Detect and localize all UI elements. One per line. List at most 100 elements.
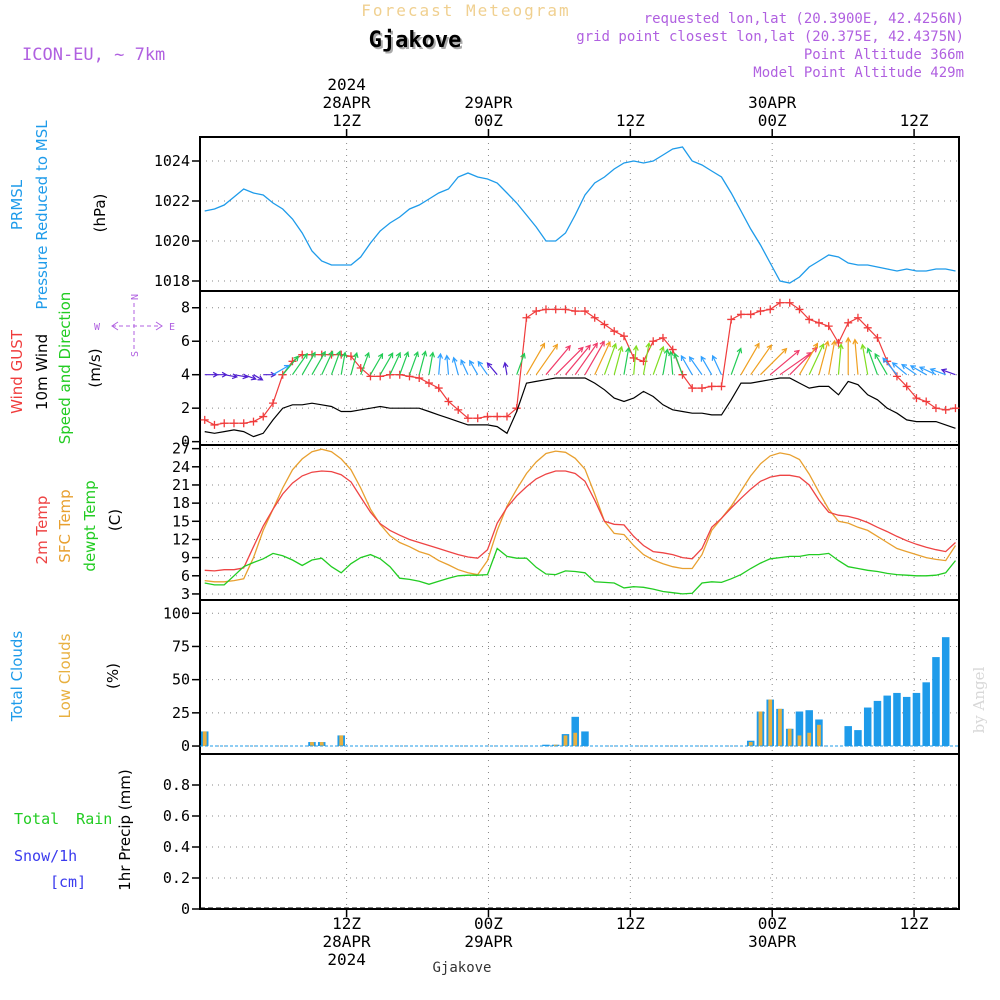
gust-marker	[580, 307, 589, 316]
x-tick-label: 28APR	[323, 932, 372, 951]
wind-direction-arrow-icon	[837, 343, 844, 375]
wind-direction-arrow-icon	[808, 343, 825, 375]
total-clouds-bar	[941, 637, 950, 747]
x-tick-label: 00Z	[758, 914, 787, 933]
gust-marker	[649, 337, 658, 346]
wind-direction-arrow-icon	[740, 342, 760, 375]
temp-unit: (C)	[106, 509, 124, 531]
wind-direction-arrow-icon	[477, 360, 488, 376]
y-tick-label: 9	[181, 549, 190, 567]
gust-marker	[434, 384, 443, 393]
compass-south-label: S	[130, 351, 141, 357]
y-tick-label: 25	[172, 704, 190, 722]
grid-point-coordinates: grid point closest lon,lat (20.375E, 42.…	[576, 29, 964, 45]
gust-marker	[444, 397, 453, 406]
y-tick-label: 27	[172, 440, 190, 458]
wind-direction-arrow-icon	[360, 351, 371, 375]
gust-marker	[775, 298, 784, 307]
wind-direction-arrow-icon	[272, 364, 290, 376]
total-clouds-bar	[542, 744, 550, 747]
wind-direction-arrow-icon	[379, 352, 394, 375]
wind-direction-arrow-icon	[642, 341, 652, 375]
gust-marker	[415, 374, 424, 383]
series-line-2m-temp	[204, 470, 956, 572]
gust-marker	[688, 384, 697, 393]
wind-direction-arrow-icon	[688, 355, 703, 376]
wind-10m-label: 10m Wind	[33, 334, 51, 410]
top-time-axis: 202428APR12Z29APR00Z12Z30APR00Z12Z1MAY00…	[323, 75, 929, 137]
low-clouds-bar	[748, 742, 753, 747]
snow-unit-label: [cm]	[50, 873, 86, 891]
gust-marker	[746, 310, 755, 319]
gust-marker	[619, 332, 628, 341]
wind-speed-direction-label: Speed and Direction	[56, 292, 74, 445]
low-clouds-bar	[797, 735, 802, 747]
wind-direction-arrow-icon	[399, 350, 410, 375]
wind-direction-arrow-icon	[860, 343, 869, 375]
series-line-prmsl	[204, 146, 956, 284]
wind-direction-arrow-icon	[330, 350, 342, 375]
clouds-panel: 0 25 50 75 100	[163, 599, 960, 755]
wind-direction-arrow-icon	[680, 354, 693, 375]
gust-marker	[785, 298, 794, 307]
y-tick-label: 100	[163, 604, 190, 622]
pressure-label-prmsl: PRMSL	[8, 179, 26, 230]
compass-west-label: W	[94, 322, 101, 333]
x-tick-label: 30APR	[748, 93, 797, 112]
wind-direction-arrow-icon	[565, 344, 591, 376]
gust-marker	[658, 333, 667, 342]
bottom-time-axis: 12Z28APR202400Z29APR12Z00Z30APR12Z00Z1MA…	[323, 909, 929, 969]
wind-direction-arrow-icon	[291, 352, 308, 376]
y-tick-label: 0	[181, 737, 190, 755]
low-clouds-bar	[553, 744, 558, 747]
wind-direction-arrow-icon	[311, 350, 326, 375]
gust-marker	[795, 305, 804, 314]
y-tick-label: 1024	[154, 152, 190, 170]
precip-unit: 1hr Precip (mm)	[116, 769, 134, 890]
y-tick-label: 0.8	[163, 776, 190, 794]
wind-direction-arrow-icon	[437, 352, 444, 375]
wind-direction-arrow-icon	[828, 339, 837, 375]
y-tick-label: 1018	[154, 272, 190, 290]
gust-marker	[239, 419, 248, 428]
wind-direction-arrow-icon	[594, 340, 611, 375]
gust-marker	[522, 313, 531, 322]
wind-direction-arrow-icon	[502, 361, 509, 375]
wind-direction-arrow-icon	[818, 340, 830, 375]
y-tick-label: 12	[172, 530, 190, 548]
wind-direction-arrow-icon	[535, 343, 559, 376]
wind-direction-arrow-icon	[769, 349, 800, 376]
y-tick-label: 0	[181, 900, 190, 918]
y-tick-label: 75	[172, 637, 190, 655]
low-clouds-bar	[807, 732, 812, 747]
x-tick-label: 30APR	[748, 932, 797, 951]
gust-marker	[590, 313, 599, 322]
low-clouds-bar	[573, 732, 578, 747]
gust-marker	[892, 372, 901, 381]
gust-marker	[668, 345, 677, 354]
chart-title: Forecast Meteogram	[361, 1, 570, 20]
wind-direction-arrow-icon	[444, 354, 451, 375]
y-tick-label: 8	[181, 299, 190, 317]
total-clouds-bar	[854, 730, 862, 747]
y-tick-label: 6	[181, 567, 190, 585]
gust-marker	[541, 305, 550, 314]
total-clouds-bar	[883, 695, 891, 747]
gust-marker	[200, 415, 209, 424]
wind-direction-arrow-icon	[700, 355, 713, 375]
gust-marker	[824, 322, 833, 331]
gust-marker	[259, 412, 268, 421]
series-line-dewpt-temp	[204, 547, 957, 595]
gust-marker	[268, 399, 277, 408]
compass-north-label: N	[130, 294, 141, 300]
y-tick-label: 1020	[154, 232, 190, 250]
wind-direction-arrow-icon	[891, 362, 908, 376]
gust-marker	[629, 353, 638, 362]
gust-marker	[278, 370, 287, 379]
wind-panel: 0 2 4 6 8	[181, 290, 960, 451]
gust-marker	[229, 419, 238, 428]
gust-marker	[873, 333, 882, 342]
x-tick-label: 29APR	[464, 93, 513, 112]
